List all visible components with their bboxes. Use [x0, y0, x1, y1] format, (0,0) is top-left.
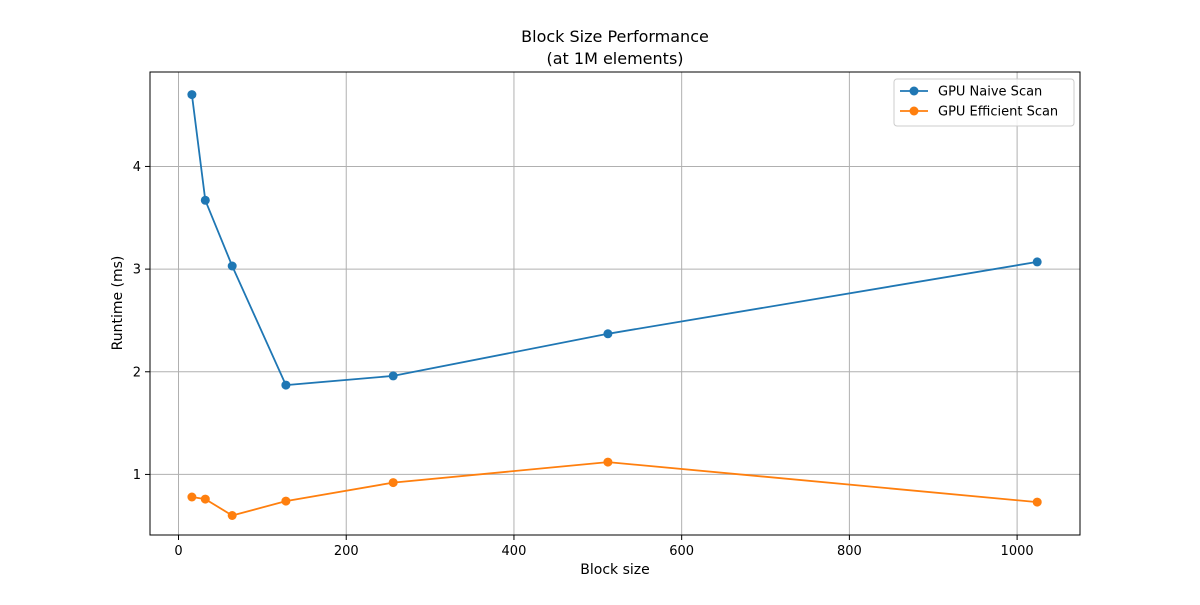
y-axis-label: Runtime (ms)	[110, 256, 126, 351]
plot-frame	[149, 71, 1081, 536]
x-tick-label: 800	[837, 544, 862, 559]
legend-label: GPU Naive Scan	[938, 85, 1042, 100]
grid	[150, 72, 1080, 535]
data-point	[603, 457, 613, 467]
chart-subtitle: (at 1M elements)	[546, 49, 683, 68]
data-point	[281, 496, 291, 506]
data-point	[200, 494, 210, 504]
legend-label: GPU Efficient Scan	[938, 105, 1058, 120]
data-point	[388, 478, 398, 488]
data-point	[1032, 497, 1042, 507]
legend-item-2: GPU Efficient Scan	[900, 105, 1058, 120]
chart-title: Block Size Performance	[521, 27, 709, 46]
x-tick-label: 1000	[1001, 544, 1034, 559]
y-tick-label: 4	[133, 160, 141, 175]
y-tick-label: 2	[133, 365, 141, 380]
y-tick-label: 1	[133, 468, 141, 483]
series-2	[187, 457, 1042, 520]
data-point	[200, 195, 210, 205]
legend-marker	[909, 106, 919, 116]
x-tick-label: 400	[502, 544, 527, 559]
data-point	[187, 90, 197, 100]
series-layer	[187, 90, 1042, 520]
data-point	[187, 492, 197, 502]
data-point	[227, 511, 237, 520]
x-tick-label: 600	[669, 544, 694, 559]
data-point	[227, 261, 237, 271]
y-tick-label: 3	[133, 263, 141, 278]
x-tick-label: 200	[334, 544, 359, 559]
x-tick-label: 0	[174, 544, 182, 559]
x-axis-label: Block size	[580, 562, 649, 578]
series-1	[187, 90, 1042, 390]
labels: Block Size Performance (at 1M elements) …	[110, 27, 709, 578]
legend-marker	[909, 86, 919, 96]
data-point	[388, 371, 398, 381]
axes: 0 200 400 600 800 1000 1 2 3 4	[133, 71, 1081, 559]
data-point	[281, 380, 291, 390]
legend-item-1: GPU Naive Scan	[900, 85, 1042, 100]
legend-box	[893, 78, 1075, 127]
legend: GPU Naive Scan GPU Efficient Scan	[893, 78, 1075, 127]
data-point	[603, 329, 613, 339]
data-point	[1032, 257, 1042, 267]
